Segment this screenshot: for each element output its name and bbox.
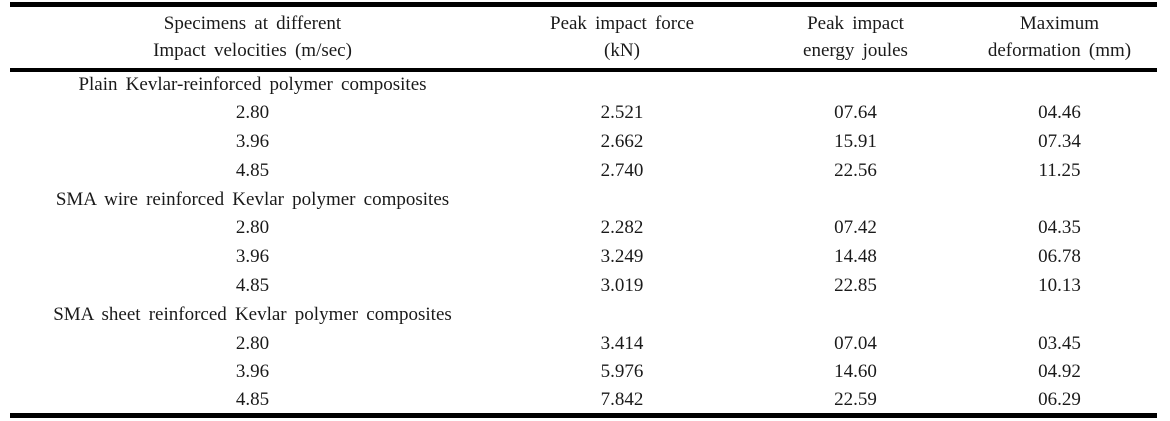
energy-cell: 07.42 [834, 217, 877, 239]
data-row: 4.85 2.740 22.56 11.25 [10, 156, 1157, 185]
energy-cell: 14.60 [834, 361, 877, 383]
velocity-cell: 3.96 [235, 361, 270, 383]
col-header-max-deformation: Maximum deformation (mm) [962, 4, 1157, 72]
empty-cell [749, 185, 962, 214]
col-header-peak-energy: Peak impact energy joules [749, 4, 962, 72]
deformation-cell: 03.45 [1038, 332, 1081, 354]
empty-cell [495, 185, 749, 214]
force-cell: 3.249 [600, 246, 644, 268]
velocity-cell: 4.85 [235, 274, 270, 296]
specimen-impact-table: Specimens at different Impact velocities… [10, 2, 1157, 419]
force-cell: 2.662 [600, 130, 644, 152]
force-cell: 2.282 [600, 217, 644, 239]
section-title: Plain Kevlar-reinforced polymer composit… [78, 74, 427, 96]
data-row: 2.80 2.521 07.64 04.46 [10, 99, 1157, 128]
col-header-specimens-line2: Impact velocities (m/sec) [153, 40, 352, 61]
deformation-cell: 06.78 [1038, 246, 1081, 268]
empty-cell [749, 300, 962, 329]
col-header-peak-energy-line1: Peak impact [807, 13, 904, 34]
force-cell: 2.521 [600, 102, 644, 124]
force-cell: 7.842 [600, 388, 644, 410]
header-row: Specimens at different Impact velocities… [10, 4, 1157, 72]
velocity-cell: 3.96 [235, 246, 270, 268]
data-row: 2.80 3.414 07.04 03.45 [10, 329, 1157, 358]
energy-cell: 22.59 [834, 388, 877, 410]
empty-cell [495, 70, 749, 99]
deformation-cell: 06.29 [1038, 388, 1081, 410]
velocity-cell: 2.80 [235, 102, 270, 124]
col-header-max-deformation-line1: Maximum [1019, 13, 1100, 34]
col-header-peak-energy-line2: energy joules [803, 40, 908, 61]
force-cell: 5.976 [600, 361, 644, 383]
energy-cell: 22.56 [834, 159, 877, 181]
deformation-cell: 04.35 [1038, 217, 1081, 239]
col-header-specimens-line1: Specimens at different [163, 13, 342, 34]
empty-cell [495, 300, 749, 329]
velocity-cell: 2.80 [235, 217, 270, 239]
col-header-specimens: Specimens at different Impact velocities… [10, 4, 495, 72]
deformation-cell: 11.25 [1038, 159, 1081, 181]
table-body: Plain Kevlar-reinforced polymer composit… [10, 70, 1157, 416]
section-title: SMA wire reinforced Kevlar polymer compo… [55, 188, 450, 210]
velocity-cell: 3.96 [235, 130, 270, 152]
deformation-cell: 04.46 [1038, 102, 1081, 124]
col-header-max-deformation-line2: deformation (mm) [987, 40, 1132, 61]
data-row: 3.96 3.249 14.48 06.78 [10, 243, 1157, 272]
force-cell: 3.414 [600, 332, 644, 354]
data-row: 2.80 2.282 07.42 04.35 [10, 214, 1157, 243]
data-row: 3.96 2.662 15.91 07.34 [10, 128, 1157, 157]
empty-cell [962, 300, 1157, 329]
section-row-sma-sheet: SMA sheet reinforced Kevlar polymer comp… [10, 300, 1157, 329]
deformation-cell: 10.13 [1038, 274, 1081, 296]
velocity-cell: 4.85 [235, 159, 270, 181]
data-row: 3.96 5.976 14.60 04.92 [10, 358, 1157, 387]
data-row: 4.85 3.019 22.85 10.13 [10, 272, 1157, 301]
deformation-cell: 07.34 [1038, 130, 1081, 152]
specimen-impact-table-container: Specimens at different Impact velocities… [10, 2, 1157, 419]
energy-cell: 15.91 [834, 130, 877, 152]
empty-cell [749, 70, 962, 99]
velocity-cell: 2.80 [235, 332, 270, 354]
section-row-sma-wire: SMA wire reinforced Kevlar polymer compo… [10, 185, 1157, 214]
deformation-cell: 04.92 [1038, 361, 1081, 383]
velocity-cell: 4.85 [235, 388, 270, 410]
section-title: SMA sheet reinforced Kevlar polymer comp… [53, 303, 452, 325]
empty-cell [962, 185, 1157, 214]
energy-cell: 07.04 [834, 332, 877, 354]
energy-cell: 07.64 [834, 102, 877, 124]
empty-cell [962, 70, 1157, 99]
col-header-peak-force-line1: Peak impact force [550, 13, 694, 34]
section-row-plain-kevlar: Plain Kevlar-reinforced polymer composit… [10, 70, 1157, 99]
force-cell: 2.740 [600, 159, 644, 181]
table-header: Specimens at different Impact velocities… [10, 4, 1157, 72]
col-header-peak-force: Peak impact force (kN) [495, 4, 749, 72]
force-cell: 3.019 [600, 274, 644, 296]
col-header-peak-force-line2: (kN) [604, 40, 640, 61]
data-row: 4.85 7.842 22.59 06.29 [10, 387, 1157, 416]
energy-cell: 14.48 [834, 246, 877, 268]
energy-cell: 22.85 [834, 274, 877, 296]
